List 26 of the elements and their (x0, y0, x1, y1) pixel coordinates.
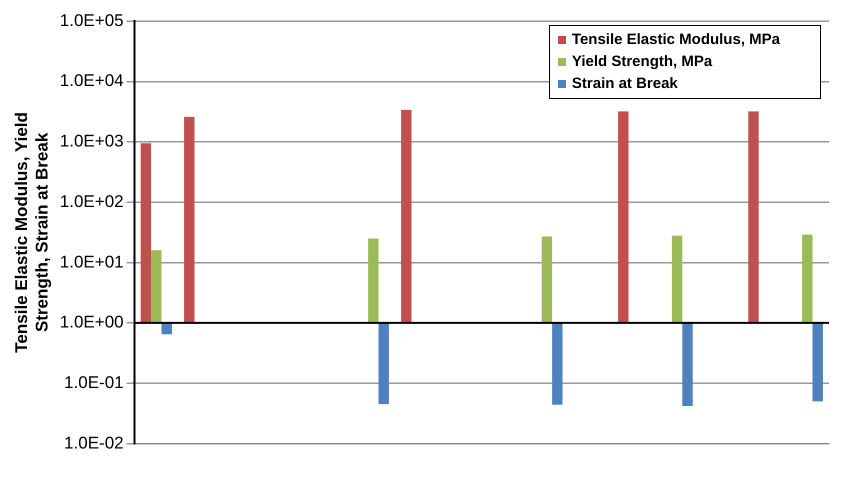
y-tick-label: 1.0E+01 (60, 252, 124, 272)
y-tick-label: 1.0E-02 (64, 433, 124, 452)
bar (618, 111, 628, 323)
bar (401, 110, 412, 323)
bar (802, 234, 813, 323)
bar (552, 322, 563, 405)
legend-label: Strain at Break (572, 74, 678, 94)
bar (184, 116, 194, 323)
bar (672, 236, 682, 323)
bar (140, 143, 152, 323)
y-tick-label: 1.0E+04 (60, 71, 124, 90)
y-tick-label: 1.0E+00 (60, 312, 124, 332)
legend-label: Yield Strength, MPa (572, 52, 712, 72)
y-tick-label: 1.0E+03 (60, 132, 124, 151)
bar (748, 111, 759, 323)
legend-label: Tensile Elastic Modulus, MPa (572, 30, 780, 50)
y-tick-label: 1.0E-01 (64, 372, 124, 392)
bar (378, 322, 389, 404)
bar (682, 322, 693, 406)
bar (542, 236, 552, 323)
y-axis-title: Tensile Elastic Modulus, Yield Strength, Strain at Break (12, 112, 52, 353)
y-tick-label: 1.0E+05 (60, 10, 124, 30)
y-tick-label: 1.0E+02 (60, 192, 124, 211)
bar (151, 250, 162, 323)
bar (368, 238, 379, 323)
bar (812, 322, 823, 402)
